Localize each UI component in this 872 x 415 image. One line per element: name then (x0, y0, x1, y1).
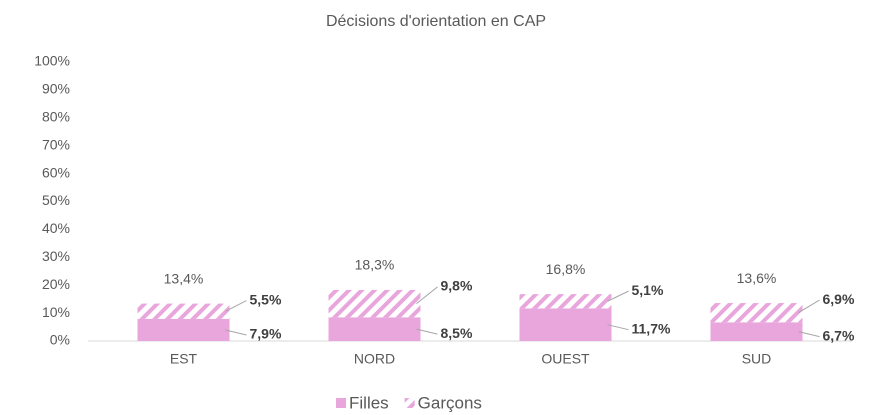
y-tick-label: 40% (42, 220, 70, 236)
leader-line (416, 328, 438, 335)
value-label: 8,5% (441, 325, 473, 341)
y-tick-label: 90% (42, 81, 70, 97)
y-tick-label: 70% (42, 136, 70, 152)
legend-swatch (404, 398, 415, 408)
x-tick-label: EST (170, 351, 198, 367)
bar-segment (519, 308, 612, 341)
value-label: 7,9% (250, 326, 282, 342)
bar-segment (137, 303, 230, 319)
bar-segment (710, 322, 803, 341)
bar-segment (519, 294, 612, 309)
total-label: 16,8% (546, 261, 586, 277)
value-label: 6,9% (823, 291, 855, 307)
y-tick-label: 10% (42, 304, 70, 320)
y-tick-label: 100% (34, 53, 70, 69)
x-tick-label: SUD (742, 351, 772, 367)
total-label: 13,6% (737, 270, 777, 286)
value-label: 11,7% (632, 320, 671, 336)
leader-line (607, 290, 629, 302)
value-label: 5,5% (250, 291, 282, 307)
legend-swatch (336, 398, 346, 408)
leader-line (798, 331, 820, 338)
bar-segment (328, 289, 421, 318)
leader-line (607, 324, 629, 331)
y-tick-label: 80% (42, 109, 70, 125)
leader-line (416, 286, 438, 305)
total-label: 18,3% (355, 257, 395, 273)
bar-segment (137, 318, 230, 341)
legend-label: Garçons (418, 393, 482, 412)
value-label: 9,8% (441, 278, 473, 294)
y-tick-label: 0% (50, 332, 70, 348)
leader-line (225, 329, 247, 336)
total-label: 13,4% (164, 270, 204, 286)
x-tick-label: OUEST (541, 351, 590, 367)
x-tick-label: NORD (354, 351, 395, 367)
leader-line (225, 300, 247, 312)
y-tick-label: 60% (42, 164, 70, 180)
y-tick-label: 20% (42, 276, 70, 292)
bar-segment (328, 317, 421, 341)
legend-label: Filles (349, 393, 389, 412)
y-tick-label: 50% (42, 192, 70, 208)
value-label: 5,1% (632, 282, 664, 298)
leader-line (798, 299, 820, 314)
bar-segment (710, 303, 803, 323)
chart-title: Décisions d'orientation en CAP (326, 13, 546, 30)
value-label: 6,7% (823, 327, 855, 343)
y-tick-label: 30% (42, 248, 70, 264)
